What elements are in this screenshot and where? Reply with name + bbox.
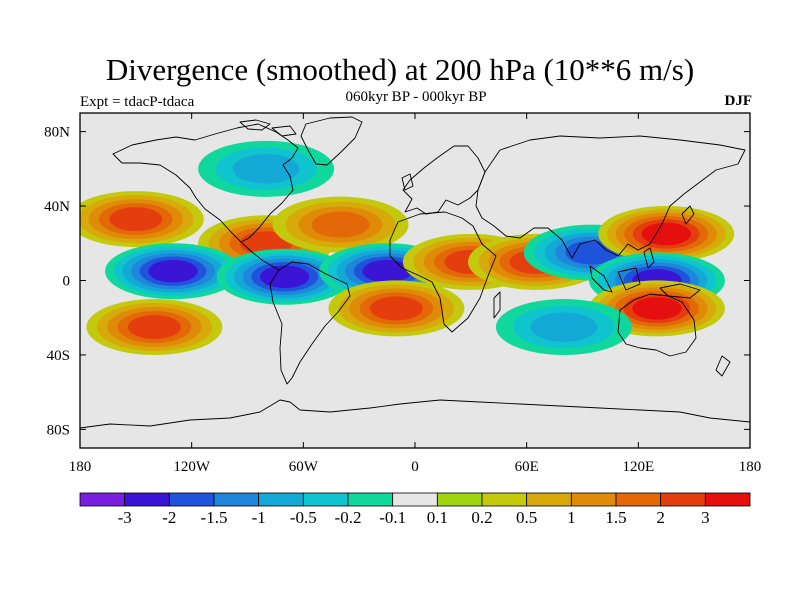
colorbar-label: -0.2	[335, 508, 362, 527]
colorbar-swatch	[526, 492, 572, 507]
n-atlantic-maximum-contour	[311, 211, 370, 238]
divergence-field	[80, 113, 750, 448]
n-australia-maximum-contour	[632, 297, 682, 320]
colorbar-label: 0.2	[471, 508, 492, 527]
colorbar-swatch	[704, 492, 751, 507]
axis-labels: 180 120W 60W 0 60E 120E 180 80N 40N 0 40S 80S	[44, 125, 761, 475]
n-pacific-maximum-contour	[109, 207, 163, 232]
w-pacific-maximum	[598, 205, 735, 262]
figure-title: Divergence (smoothed) at 200 hPa (10**6 …	[105, 52, 695, 87]
coastline-greenland	[300, 116, 363, 166]
lon-tick-label: 180	[739, 459, 762, 475]
lat-tick-label: 80N	[44, 125, 70, 141]
coastline-africa	[389, 211, 497, 333]
lon-tick-label: 0	[411, 459, 419, 475]
s-indian-minimum-contour	[530, 312, 598, 342]
colorbar-swatch	[347, 492, 394, 507]
lon-tick-label: 120W	[173, 459, 211, 475]
coastline-japan	[681, 205, 695, 225]
colorbar-swatch	[392, 492, 438, 507]
lat-tick-label: 0	[63, 274, 71, 290]
coastline-new-zealand	[715, 355, 731, 377]
s-pacific-maximum	[86, 299, 223, 356]
colorbar-swatch	[436, 492, 483, 507]
colorbar-swatch	[481, 492, 528, 507]
equatorial-pacific-minimum	[105, 243, 242, 300]
coastline-north-america	[112, 123, 299, 243]
lon-tick-label: 180	[69, 459, 92, 475]
axis-ticks	[79, 113, 751, 448]
lon-tick-label: 60E	[515, 459, 539, 475]
colorbar-swatch	[302, 492, 349, 507]
coastline-borneo	[617, 267, 641, 291]
colorbar-label: -1	[252, 508, 266, 527]
colorbar-swatch	[79, 492, 126, 507]
coastline-asia	[475, 135, 746, 259]
colorbar-swatch	[615, 492, 662, 507]
lon-tick-label: 60W	[289, 459, 319, 475]
equatorial-pacific-minimum-contour	[148, 259, 198, 283]
coastline-britain	[401, 173, 414, 191]
n-pacific-maximum	[80, 191, 204, 248]
colorbar-swatch	[213, 492, 260, 507]
colorbar-label: -3	[118, 508, 132, 527]
coastline-south-america	[269, 261, 351, 385]
colorbar-label: -1.5	[201, 508, 228, 527]
coastline-philippines	[643, 247, 655, 269]
lon-tick-label: 120E	[622, 459, 654, 475]
coastlines	[80, 116, 750, 429]
coastline-antarctica	[80, 399, 750, 429]
colorbar-label: -0.1	[379, 508, 406, 527]
w-pacific-maximum-contour	[641, 222, 691, 246]
coastline-sumatra	[589, 265, 613, 293]
s-indian-minimum	[495, 299, 632, 356]
s-atlantic-maximum-contour	[369, 296, 423, 321]
colorbar-label: 1.5	[605, 508, 626, 527]
colorbar-swatch	[258, 492, 304, 507]
colorbar-label: 0.5	[516, 508, 537, 527]
lat-tick-label: 40N	[44, 199, 70, 215]
colorbar-label: 3	[701, 508, 710, 527]
figure-subtitle: 060kyr BP - 000kyr BP	[345, 89, 487, 105]
colorbar-label: 0.1	[427, 508, 448, 527]
lat-tick-label: 40S	[47, 348, 70, 364]
coastline-australia	[617, 293, 697, 357]
coastline-arctic-islands	[239, 119, 297, 137]
colorbar-label: 2	[656, 508, 665, 527]
amazon-minimum	[216, 248, 353, 305]
colorbar-swatch	[570, 492, 617, 507]
colorbar	[79, 492, 751, 507]
s-pacific-maximum-contour	[128, 315, 181, 340]
season-label: DJF	[724, 93, 753, 109]
coastline-central-america	[240, 241, 280, 271]
experiment-label: Expt = tdacP-tdaca	[80, 94, 195, 110]
colorbar-label: -0.5	[290, 508, 317, 527]
coastline-new-guinea	[659, 283, 701, 299]
colorbar-swatch	[124, 492, 170, 507]
colorbar-label: -2	[162, 508, 176, 527]
s-atlantic-maximum	[328, 280, 465, 337]
lat-tick-label: 80S	[47, 422, 70, 438]
amazon-minimum-contour	[260, 265, 310, 289]
arctic-minimum	[198, 140, 335, 197]
arctic-minimum-contour	[232, 154, 300, 184]
colorbar-swatch	[660, 492, 706, 507]
colorbar-label: 1	[567, 508, 576, 527]
colorbar-swatch	[168, 492, 215, 507]
coastline-madagascar	[493, 291, 501, 319]
n-atlantic-maximum	[272, 196, 409, 253]
colorbar-labels: -3 -2 -1.5 -1 -0.5 -0.2 -0.1 0.1 0.2 0.5 1 1.5 2 3	[118, 508, 710, 527]
